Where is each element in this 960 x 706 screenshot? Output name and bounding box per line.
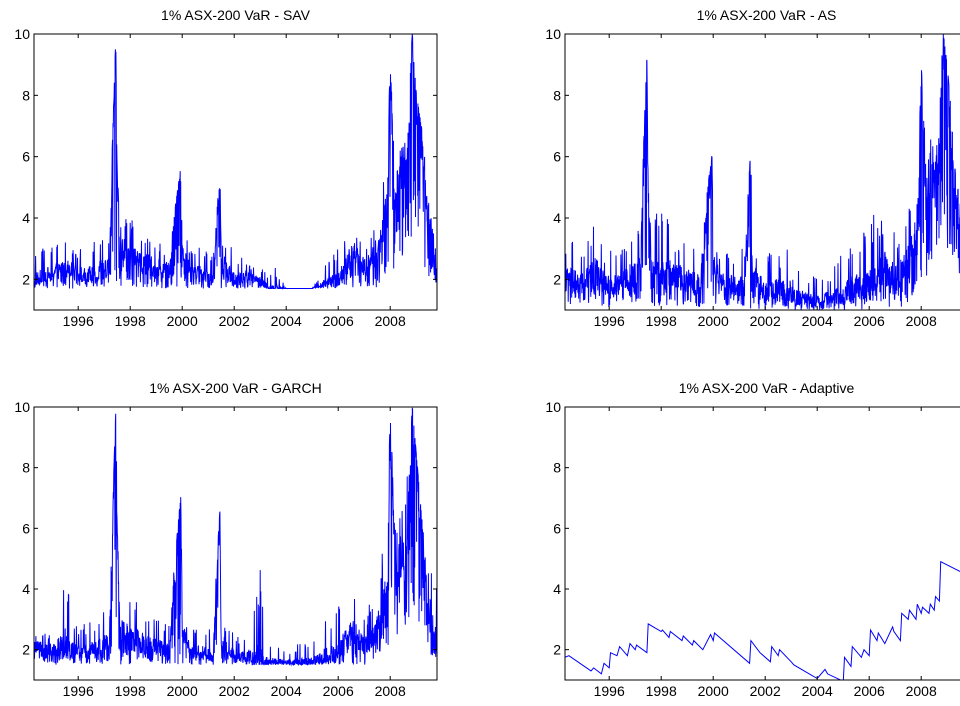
x-tick-label: 1998: [646, 313, 677, 329]
x-tick-label: 2008: [375, 313, 406, 329]
subplot-garch: 1996 1998 2000 2002 2004 2006 2008 2 4 6 8 10 1% ASX…: [14, 380, 438, 699]
x-tick-label: 2004: [271, 683, 302, 699]
chart-title: 1% ASX-200 VaR - GARCH: [149, 380, 321, 396]
axes-frame: [564, 406, 960, 681]
y-tick-label: 2: [553, 271, 561, 287]
y-tick-label: 8: [553, 87, 561, 103]
x-tick-label: 2004: [802, 313, 833, 329]
x-tick-label: 1996: [63, 313, 94, 329]
series-line: [565, 34, 960, 310]
y-tick-label: 4: [553, 210, 561, 226]
y-tick-label: 4: [22, 210, 30, 226]
x-tick-label: 2002: [750, 313, 781, 329]
y-tick-label: 10: [14, 26, 30, 42]
x-tick-label: 2000: [167, 313, 198, 329]
x-tick-label: 1996: [594, 313, 625, 329]
x-tick-label: 2002: [750, 683, 781, 699]
x-tick-label: 2006: [854, 313, 885, 329]
y-tick-label: 10: [545, 399, 561, 415]
x-tick-label: 1998: [646, 683, 677, 699]
x-tick-label: 2006: [323, 313, 354, 329]
series-line: [34, 407, 437, 667]
axes-frame: [564, 33, 960, 311]
y-tick-label: 8: [22, 460, 30, 476]
y-tick-label: 6: [22, 520, 30, 536]
x-tick-label: 2008: [375, 683, 406, 699]
x-tick-label: 2008: [906, 683, 937, 699]
axes-frame: [33, 33, 438, 311]
y-tick-label: 10: [545, 26, 561, 42]
y-tick-label: 2: [553, 642, 561, 658]
x-tick-label: 2000: [167, 683, 198, 699]
chart-title: 1% ASX-200 VaR - SAV: [161, 7, 311, 23]
y-tick-label: 6: [22, 149, 30, 165]
x-tick-label: 2000: [698, 313, 729, 329]
y-tick-label: 2: [22, 642, 30, 658]
y-tick-label: 10: [14, 399, 30, 415]
y-tick-label: 8: [22, 87, 30, 103]
y-tick-label: 8: [553, 460, 561, 476]
chart-title: 1% ASX-200 VaR - Adaptive: [679, 380, 855, 396]
x-tick-label: 2000: [698, 683, 729, 699]
chart-title: 1% ASX-200 VaR - AS: [697, 7, 837, 23]
y-tick-label: 4: [22, 581, 30, 597]
subplot-sav: 1996 1998 2000 2002 2004 2006 2008 2 4 6 8 10 1% ASX…: [14, 7, 438, 329]
x-tick-label: 2006: [854, 683, 885, 699]
x-tick-label: 1996: [594, 683, 625, 699]
y-tick-label: 4: [553, 581, 561, 597]
x-tick-label: 2004: [271, 313, 302, 329]
axes-frame: [33, 406, 438, 681]
series-line: [565, 560, 960, 680]
x-tick-label: 1996: [63, 683, 94, 699]
x-tick-label: 2002: [219, 683, 250, 699]
x-tick-label: 2004: [802, 683, 833, 699]
subplot-as: 1996 1998 2000 2002 2004 2006 2008 2 4 6 8 10 1% ASX…: [545, 7, 960, 329]
x-tick-label: 2006: [323, 683, 354, 699]
x-tick-label: 2008: [906, 313, 937, 329]
y-tick-label: 6: [553, 520, 561, 536]
series-line: [34, 34, 437, 290]
y-tick-label: 2: [22, 271, 30, 287]
x-tick-label: 1998: [115, 313, 146, 329]
y-tick-label: 6: [553, 149, 561, 165]
subplot-adaptive: 1996 1998 2000 2002 2004 2006 2008 2 4 6 8 10 1% ASX…: [545, 380, 960, 699]
x-tick-label: 2002: [219, 313, 250, 329]
x-tick-label: 1998: [115, 683, 146, 699]
